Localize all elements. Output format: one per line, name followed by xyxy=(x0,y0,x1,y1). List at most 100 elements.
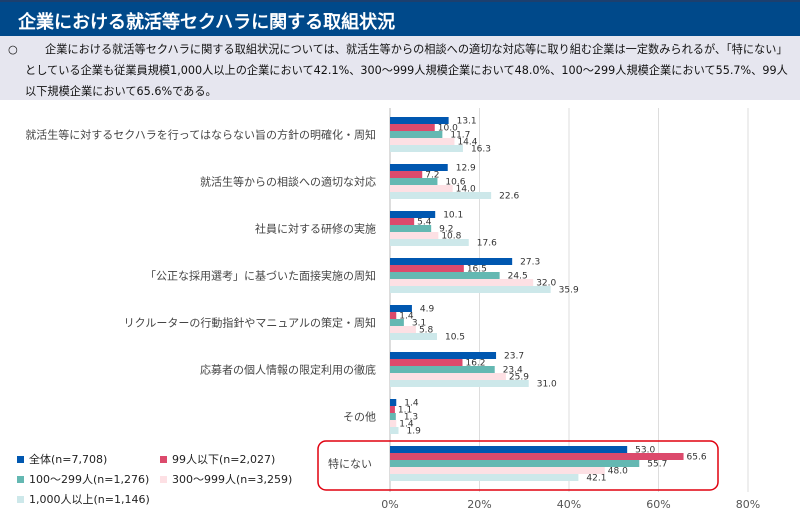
bar xyxy=(390,258,513,265)
category-label: 「公正な採用選考」に基づいた面接実施の周知 xyxy=(145,269,376,283)
bar xyxy=(390,319,404,326)
summary-text: 企業における就活等セクハラに関する取組状況については、就活生等からの相談への適切… xyxy=(25,43,788,98)
data-label: 48.0 xyxy=(608,467,628,477)
data-label: 42.1 xyxy=(586,474,606,484)
legend-swatch xyxy=(17,456,24,463)
bar xyxy=(390,326,416,333)
bar xyxy=(390,406,395,413)
bar xyxy=(390,211,436,218)
bar xyxy=(390,467,605,474)
bar xyxy=(390,265,464,272)
bar xyxy=(390,399,397,406)
bar xyxy=(390,352,497,359)
data-label: 53.0 xyxy=(635,446,655,456)
data-label: 25.9 xyxy=(509,373,529,383)
category-label: 応募者の個人情報の限定利用の徹底 xyxy=(200,363,376,377)
bar xyxy=(390,178,438,185)
bar xyxy=(390,305,412,312)
data-label: 10.1 xyxy=(443,211,463,221)
data-label: 12.9 xyxy=(456,164,476,174)
legend-label: 1,000人以上(n=1,146) xyxy=(29,493,150,506)
data-label: 1.4 xyxy=(404,399,419,409)
data-label: 23.7 xyxy=(504,352,524,362)
bullet: ○ xyxy=(8,43,18,56)
data-label: 65.6 xyxy=(687,453,707,463)
data-label: 14.4 xyxy=(457,138,477,148)
bar xyxy=(390,185,453,192)
bar xyxy=(390,117,449,124)
data-label: 1.3 xyxy=(404,413,418,423)
tick-label: 40% xyxy=(557,498,581,511)
bar xyxy=(390,453,684,460)
data-label: 9.2 xyxy=(439,225,453,235)
category-label: 就活生等に対するセクハラを行ってはならない旨の方針の明確化・周知 xyxy=(25,128,376,142)
category-label: 社員に対する研修の実施 xyxy=(255,222,376,236)
data-label: 10.0 xyxy=(438,124,458,134)
page-title: 企業における就活等セクハラに関する取組状況 xyxy=(18,12,396,33)
data-label: 14.0 xyxy=(456,185,476,195)
legend-label: 全体(n=7,708) xyxy=(29,452,107,466)
bar xyxy=(390,272,500,279)
legend-label: 100〜299人(n=1,276) xyxy=(29,473,149,486)
bar xyxy=(390,145,463,152)
data-label: 55.7 xyxy=(647,460,667,470)
bar xyxy=(390,373,506,380)
legend-label: 99人以下(n=2,027) xyxy=(172,453,275,466)
bar xyxy=(390,171,423,178)
data-label: 31.0 xyxy=(537,380,557,390)
category-label: リクルーターの行動指針やマニュアルの策定・周知 xyxy=(124,316,376,330)
bar xyxy=(390,380,529,387)
tick-label: 20% xyxy=(467,498,491,511)
title-bar: 企業における就活等セクハラに関する取組状況 xyxy=(0,0,800,36)
category-label: 就活生等からの相談への適切な対応 xyxy=(200,175,376,189)
legend-swatch xyxy=(160,476,167,483)
bar xyxy=(390,333,437,340)
data-label: 5.8 xyxy=(419,326,434,336)
bar xyxy=(390,460,640,467)
tick-label: 0% xyxy=(381,498,398,511)
data-label: 1.4 xyxy=(399,420,414,430)
tick-label: 60% xyxy=(646,498,670,511)
category-label: その他 xyxy=(343,411,376,424)
data-label: 1.4 xyxy=(399,312,414,322)
bar xyxy=(390,232,439,239)
bar xyxy=(390,420,397,427)
data-label: 13.1 xyxy=(457,117,477,127)
data-label: 27.3 xyxy=(520,258,540,268)
bar xyxy=(390,413,396,420)
tick-label: 80% xyxy=(736,498,760,511)
data-label: 5.4 xyxy=(417,218,432,228)
legend-swatch xyxy=(17,476,24,483)
data-label: 16.3 xyxy=(471,145,491,155)
category-label: 特にない xyxy=(328,457,372,471)
bar xyxy=(390,192,492,199)
legend-swatch xyxy=(17,496,24,503)
data-label: 32.0 xyxy=(536,279,556,289)
bar xyxy=(390,225,432,232)
bar xyxy=(390,131,443,138)
data-label: 17.6 xyxy=(477,239,497,249)
legend-label: 300〜999人(n=3,259) xyxy=(172,473,292,486)
data-label: 16.2 xyxy=(465,359,485,369)
data-label: 16.5 xyxy=(467,265,487,275)
bar xyxy=(390,138,455,145)
bar xyxy=(390,239,469,246)
data-label: 11.7 xyxy=(450,131,470,141)
bar xyxy=(390,286,551,293)
bar xyxy=(390,474,579,481)
bar xyxy=(390,366,495,373)
data-label: 22.6 xyxy=(499,192,519,202)
data-label: 3.1 xyxy=(412,319,426,329)
data-label: 10.5 xyxy=(445,333,465,343)
data-label: 4.9 xyxy=(420,305,435,315)
summary-box: ○ 企業における就活等セクハラに関する取組状況については、就活生等からの相談への… xyxy=(0,36,800,100)
bar xyxy=(390,427,399,434)
bar xyxy=(390,218,415,225)
data-label: 10.8 xyxy=(441,232,461,242)
highlight-box xyxy=(317,440,719,491)
bar xyxy=(390,446,628,453)
legend-swatch xyxy=(160,456,167,463)
bar xyxy=(390,312,397,319)
data-label: 1.9 xyxy=(407,427,422,437)
